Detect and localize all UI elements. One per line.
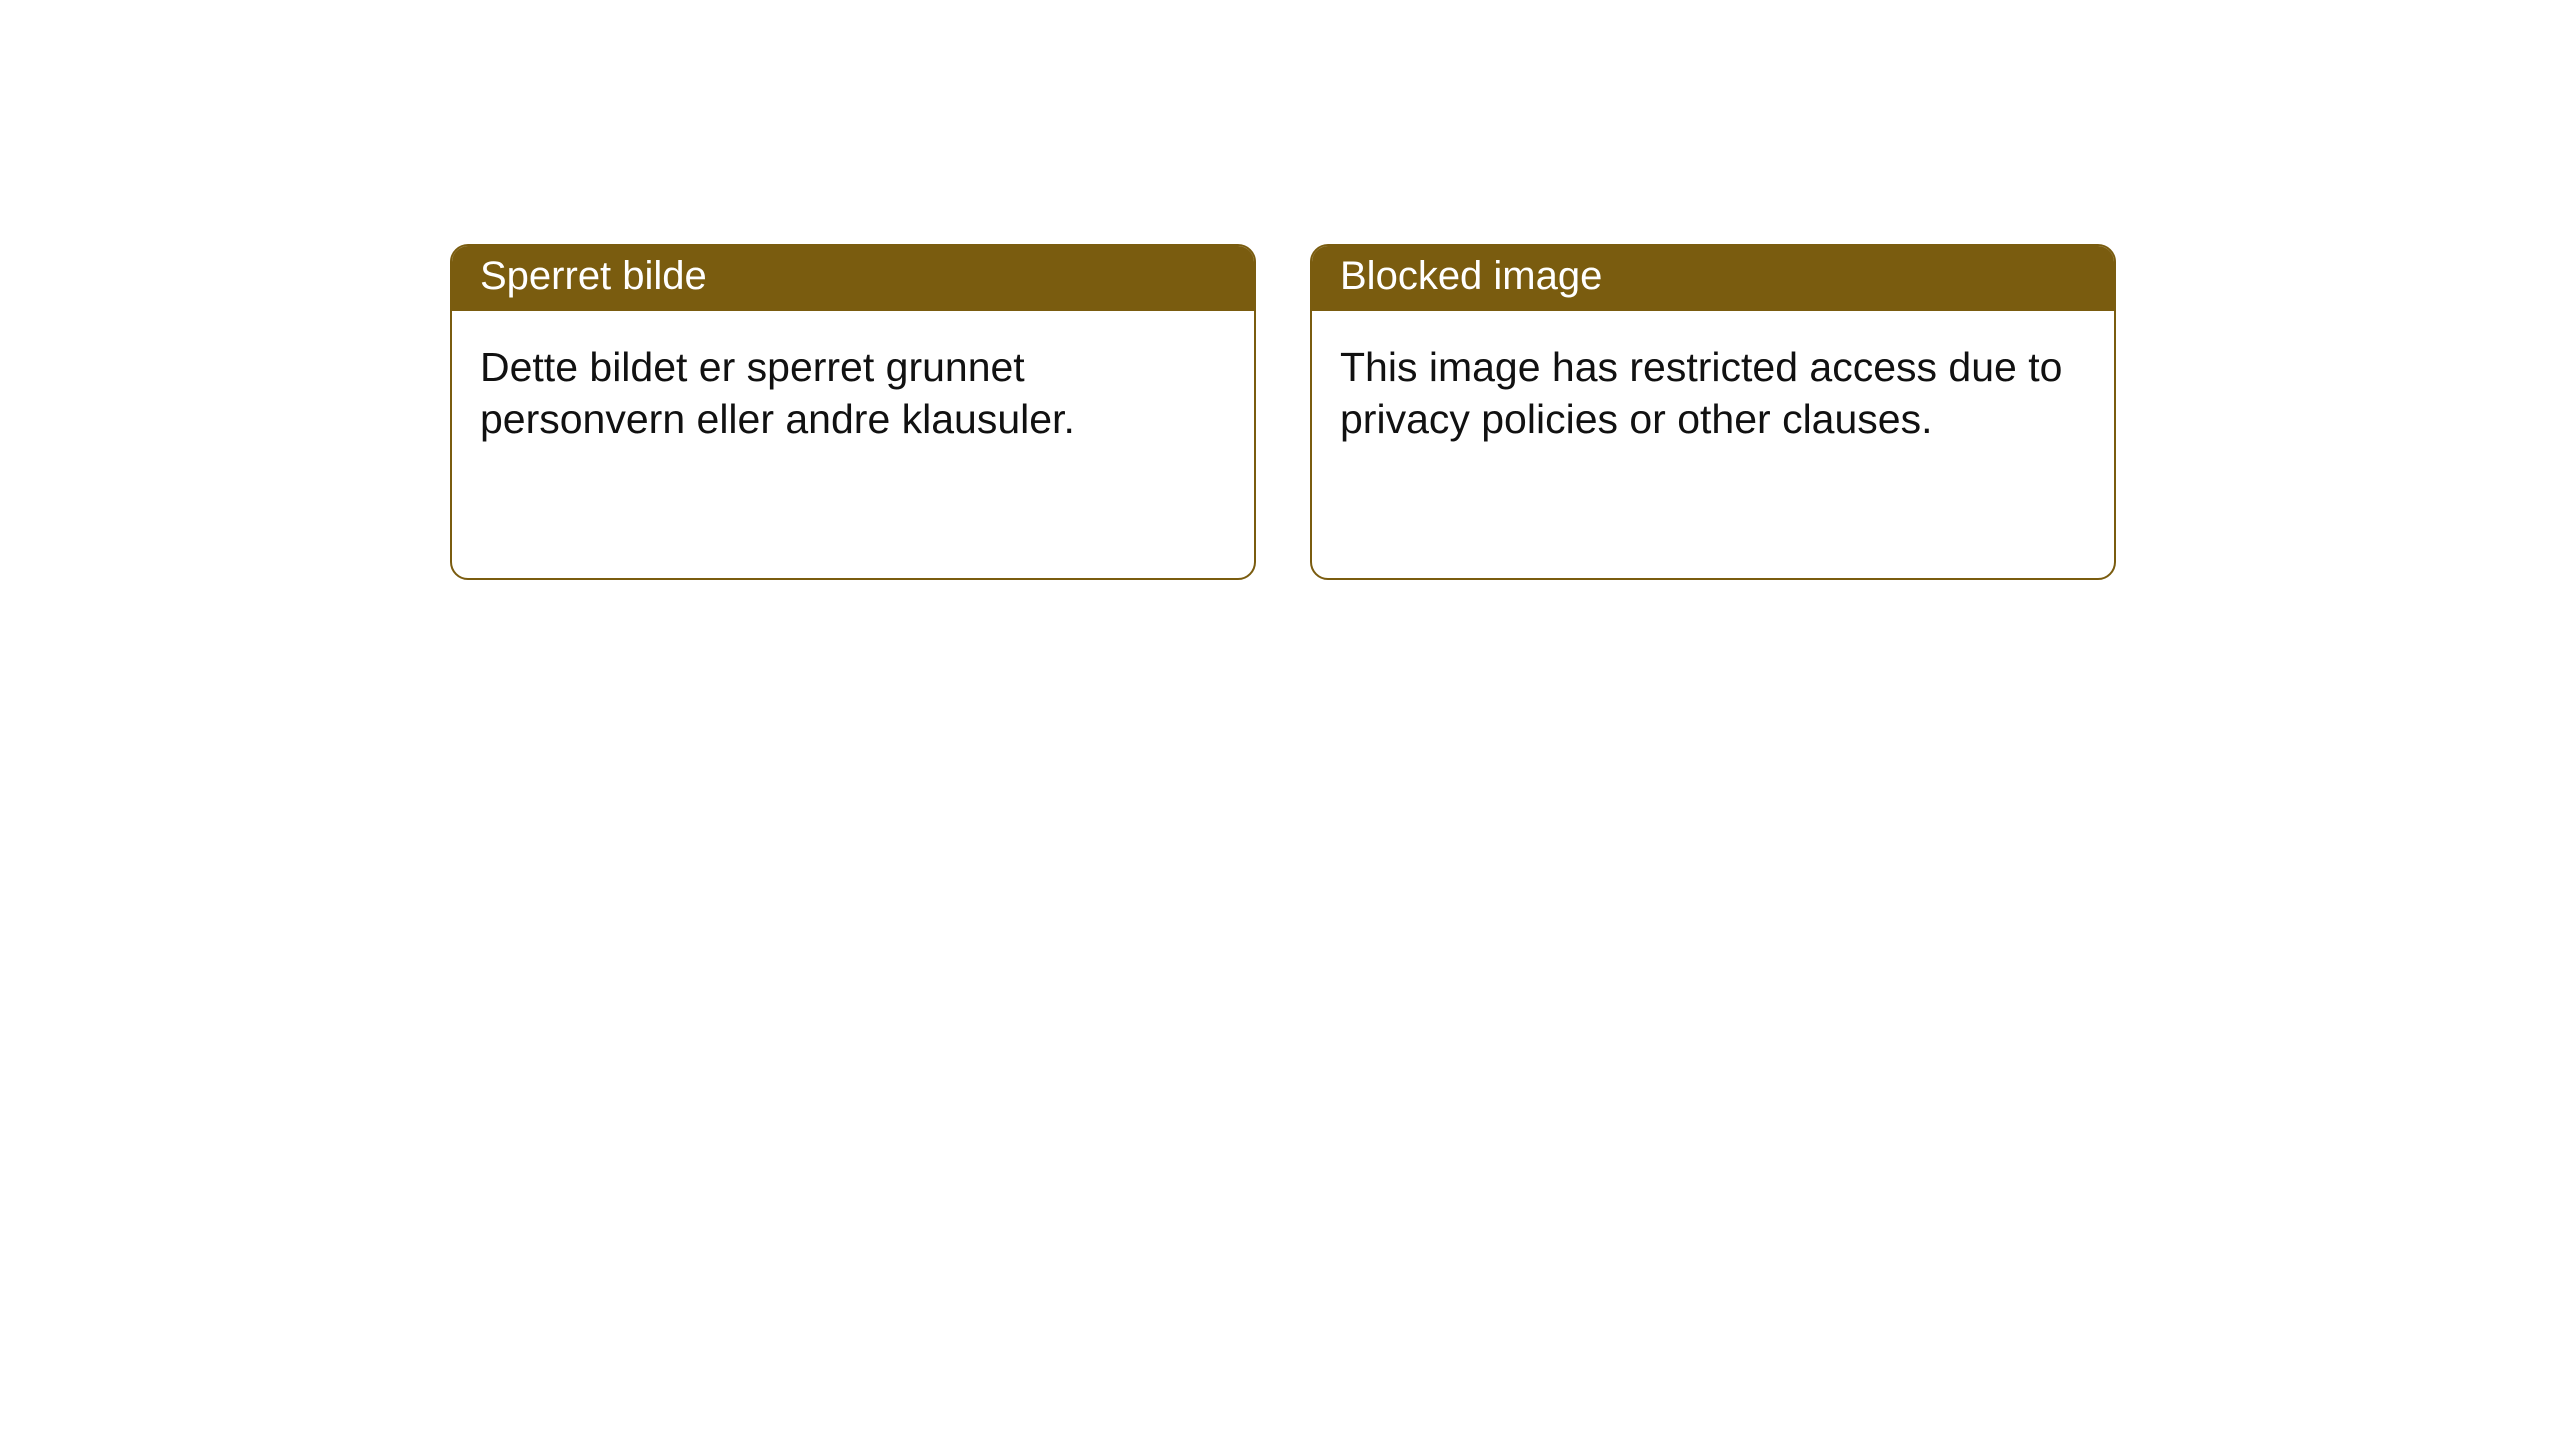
notice-card-english: Blocked image This image has restricted …: [1310, 244, 2116, 580]
notice-header: Sperret bilde: [452, 246, 1254, 311]
notice-body: This image has restricted access due to …: [1312, 311, 2114, 476]
notice-header: Blocked image: [1312, 246, 2114, 311]
notice-card-norwegian: Sperret bilde Dette bildet er sperret gr…: [450, 244, 1256, 580]
notice-body: Dette bildet er sperret grunnet personve…: [452, 311, 1254, 476]
